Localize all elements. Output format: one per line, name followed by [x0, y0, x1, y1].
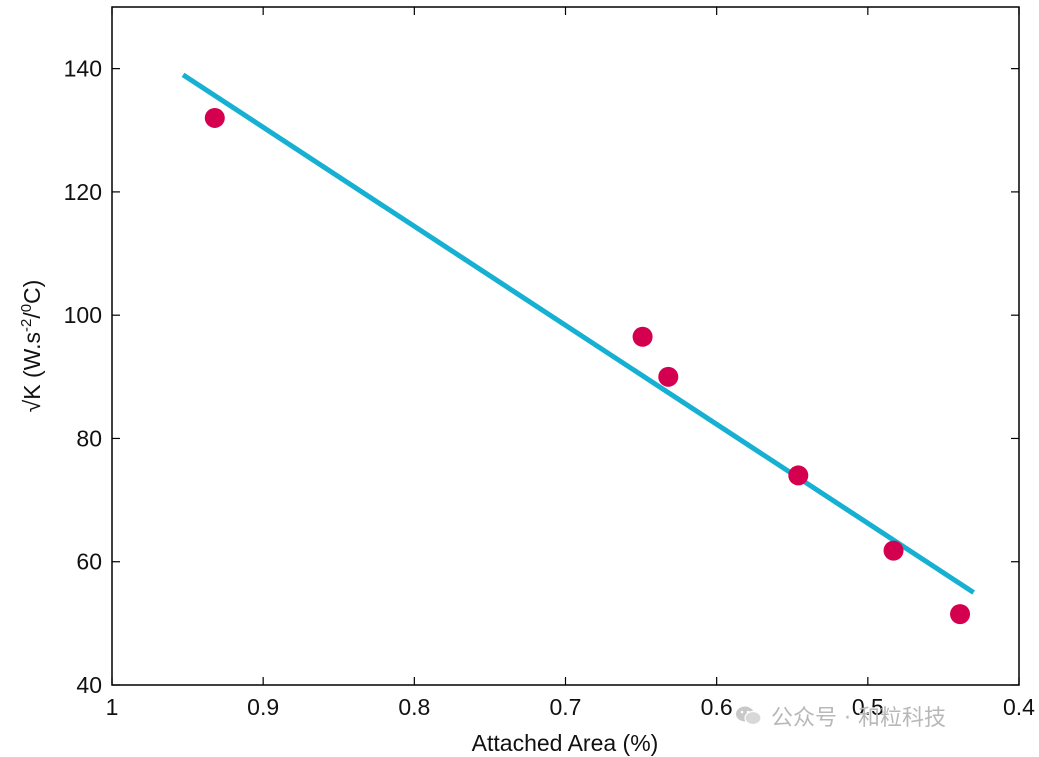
y-axis-label-sup1: -2: [18, 319, 35, 332]
wechat-icon: [735, 704, 763, 728]
y-tick-label: 80: [76, 425, 102, 451]
data-points-group: [204, 107, 971, 625]
axis-ticks: 1 0.9 0.8 0.7 0.6 0.5 0.4 40 60 80 100 120 140: [64, 7, 1035, 720]
y-axis-label-slash: /: [19, 312, 45, 319]
x-tick-label: 0.8: [398, 694, 430, 720]
data-point: [883, 540, 904, 561]
data-point: [204, 107, 225, 128]
y-tick-label: 100: [64, 302, 102, 328]
x-tick-label: 1: [106, 694, 119, 720]
x-tick-label: 0.4: [1003, 694, 1035, 720]
watermark: 公众号 · 和粒科技: [735, 700, 946, 732]
y-tick-label: 40: [76, 672, 102, 698]
y-tick-label: 120: [64, 179, 102, 205]
data-point: [632, 326, 653, 347]
data-point: [950, 604, 971, 625]
y-axis-label-sup2: 0: [18, 304, 35, 312]
x-tick-label: 0.5: [852, 694, 884, 720]
fit-line: [181, 72, 976, 595]
x-tick-label: 0.7: [550, 694, 582, 720]
y-tick-label: 140: [64, 56, 102, 82]
plot-frame: [111, 6, 1020, 686]
x-tick-label: 0.9: [247, 694, 279, 720]
y-axis-label: √K (W.s-2/0C): [18, 280, 45, 413]
y-tick-label: 60: [76, 549, 102, 575]
x-tick-label: 0.6: [701, 694, 733, 720]
fit-line-group: [181, 72, 976, 595]
x-axis-label: Attached Area (%): [472, 730, 659, 756]
data-point: [788, 465, 809, 486]
data-point: [658, 366, 679, 387]
y-axis-label-end: C): [19, 280, 45, 304]
watermark-text: 公众号 · 和粒科技: [771, 706, 946, 731]
